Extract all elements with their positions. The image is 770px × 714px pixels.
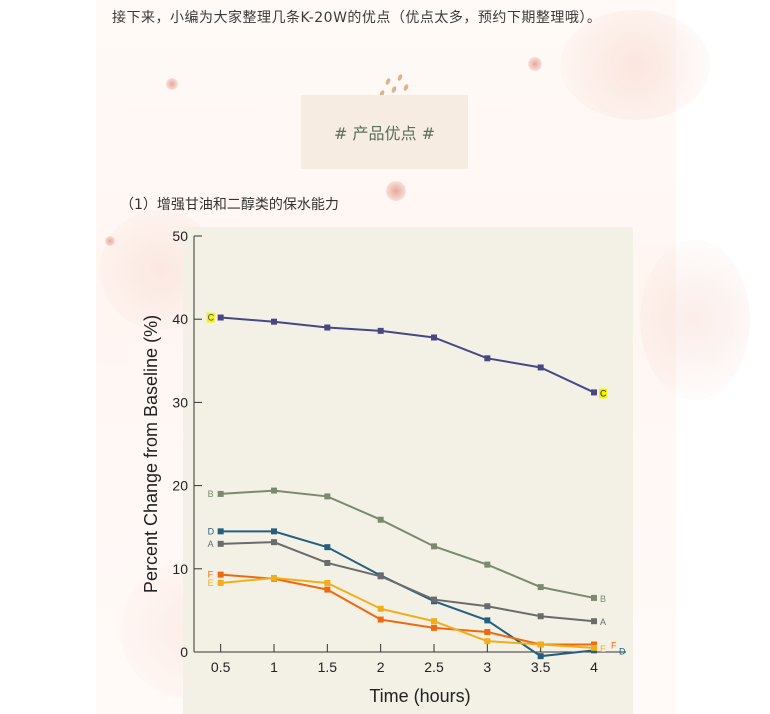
y-tick-label: 20: [172, 478, 188, 494]
y-tick-label: 30: [172, 394, 188, 410]
data-point-A: [538, 613, 544, 619]
data-point-B: [538, 584, 544, 590]
x-tick-label: 1: [270, 659, 278, 675]
data-point-E: [218, 580, 224, 586]
data-point-A: [591, 618, 597, 624]
data-point-C: [271, 319, 277, 325]
data-point-A: [378, 573, 384, 579]
chart-panel: [183, 227, 633, 714]
series-start-label-C: C: [208, 313, 215, 323]
data-point-A: [271, 539, 277, 545]
data-point-F: [431, 625, 437, 631]
data-point-B: [484, 562, 490, 568]
data-point-B: [271, 488, 277, 494]
series-end-label-E: E: [600, 644, 606, 654]
data-point-F: [218, 572, 224, 578]
data-point-D: [218, 528, 224, 534]
data-point-D: [324, 544, 330, 550]
section-title: （1）增强甘油和二醇类的保水能力: [120, 194, 339, 214]
x-tick-label: 1.5: [318, 659, 338, 675]
data-point-C: [218, 315, 224, 321]
data-point-C: [378, 328, 384, 334]
data-point-B: [324, 493, 330, 499]
series-start-label-D: D: [208, 526, 215, 536]
data-point-F: [484, 629, 490, 635]
data-point-A: [484, 603, 490, 609]
data-point-E: [591, 645, 597, 651]
series-start-label-B: B: [208, 489, 214, 499]
y-tick-label: 10: [172, 561, 188, 577]
data-point-D: [484, 617, 490, 623]
series-end-label-A: A: [600, 617, 606, 627]
data-point-C: [591, 389, 597, 395]
watercolor-wash: [640, 240, 750, 400]
data-point-D: [538, 653, 544, 659]
x-axis-title: Time (hours): [369, 686, 470, 706]
y-tick-label: 40: [172, 311, 188, 327]
data-point-A: [324, 560, 330, 566]
data-point-B: [591, 595, 597, 601]
series-end-label-C: C: [600, 388, 607, 398]
decorative-dot: [386, 181, 406, 201]
data-point-A: [218, 541, 224, 547]
y-tick-label: 0: [180, 644, 188, 660]
x-tick-label: 4: [590, 659, 598, 675]
data-point-C: [324, 325, 330, 331]
data-point-F: [324, 587, 330, 593]
data-point-F: [378, 617, 384, 623]
x-tick-label: 3: [483, 659, 491, 675]
data-point-E: [378, 606, 384, 612]
data-point-C: [431, 335, 437, 341]
section-badge: # 产品优点 #: [301, 95, 468, 169]
data-point-A: [431, 597, 437, 603]
decorative-dot: [166, 78, 178, 90]
data-point-E: [538, 642, 544, 648]
data-point-E: [324, 580, 330, 586]
data-point-E: [431, 618, 437, 624]
x-tick-label: 3.5: [531, 659, 551, 675]
data-point-B: [218, 491, 224, 497]
x-tick-label: 2.5: [424, 659, 444, 675]
x-tick-label: 2: [377, 659, 385, 675]
intro-paragraph: 接下来，小编为大家整理几条K-20W的优点（优点太多，预约下期整理哦）。: [112, 6, 668, 30]
series-end-label-B: B: [600, 594, 606, 604]
series-start-label-A: A: [208, 539, 214, 549]
series-start-label-E: E: [208, 578, 214, 588]
data-point-C: [484, 355, 490, 361]
decorative-dot: [528, 57, 542, 71]
series-end-label-F: F: [611, 641, 617, 651]
data-point-B: [431, 543, 437, 549]
y-axis-title: Percent Change from Baseline (%): [141, 315, 161, 593]
data-point-D: [271, 528, 277, 534]
data-point-E: [271, 575, 277, 581]
decorative-dot: [105, 236, 115, 246]
x-tick-label: 0.5: [211, 659, 231, 675]
data-point-C: [538, 364, 544, 370]
series-end-label-D: D: [619, 646, 626, 656]
data-point-E: [484, 638, 490, 644]
y-tick-label: 50: [172, 228, 188, 244]
data-point-B: [378, 517, 384, 523]
